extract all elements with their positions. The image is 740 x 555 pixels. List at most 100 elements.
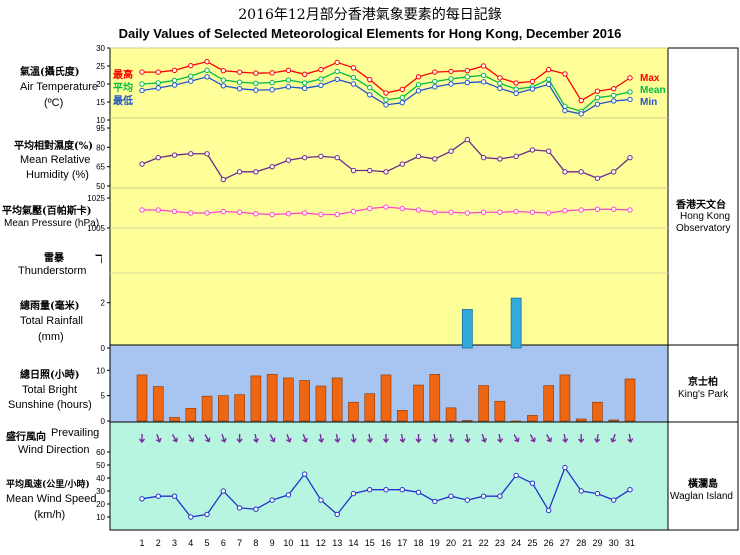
wind-direction-arrow-head <box>448 438 455 444</box>
wind-direction-arrow-head <box>138 438 146 444</box>
humidity-tick-label: 95 <box>96 124 105 133</box>
temp-max-point <box>139 69 145 75</box>
temp-max-point <box>464 67 471 74</box>
temp-mean-point <box>253 80 259 86</box>
wind-dir-label-en-2: Wind Direction <box>18 444 90 456</box>
wind-speed-tick-label: 10 <box>96 513 105 522</box>
wind-speed-point <box>529 480 536 486</box>
wind-direction-arrow-head <box>350 438 357 444</box>
panel-hong-kong-observatory <box>109 47 669 346</box>
station-kp-en: King's Park <box>678 389 729 400</box>
sunshine-bar <box>315 385 327 422</box>
humidity-point <box>155 154 161 161</box>
humidity-point <box>611 169 617 175</box>
pressure-point <box>318 211 324 218</box>
wind-direction-arrow-shaft <box>254 433 258 443</box>
temp-mean-point <box>285 77 292 83</box>
temp-max-point <box>285 67 292 74</box>
temp-max-point <box>383 90 389 96</box>
wind-direction-arrow <box>253 433 260 444</box>
pressure-point <box>236 209 243 215</box>
legend-min-cn: 最低 <box>113 96 133 107</box>
wind-direction-arrow-head <box>546 437 553 443</box>
x-tick-label: 30 <box>609 538 619 548</box>
wind-speed-point <box>383 487 389 493</box>
x-tick-label: 18 <box>414 538 424 548</box>
humidity-point <box>529 147 536 153</box>
station-hko-cn: 香港天文台 <box>676 200 726 211</box>
wind-direction-arrow-head <box>578 438 585 444</box>
temp-max-point <box>253 70 259 76</box>
wind-direction-arrow-head <box>481 437 487 443</box>
temp-mean-point <box>139 81 145 87</box>
pressure-point <box>383 204 389 210</box>
temp-max-point <box>513 80 519 86</box>
x-tick-label: 13 <box>332 538 342 548</box>
pressure-tick-label: 1005 <box>87 224 105 233</box>
temp-mean-point <box>383 97 389 103</box>
sunshine-bar <box>218 395 229 422</box>
humidity-point <box>301 154 308 161</box>
x-tick-label: 7 <box>237 538 242 548</box>
wind-direction-arrow <box>594 433 601 444</box>
rh-label-cn: 平均相對濕度(%) <box>14 141 93 152</box>
wind-direction-arrow <box>269 434 276 443</box>
wind-direction-arrow-shaft <box>611 434 616 442</box>
wind-speed-label-en-2: (km/h) <box>34 509 66 521</box>
x-tick-label: 21 <box>462 538 472 548</box>
wind-direction-arrow-head <box>286 437 292 443</box>
sunshine-bar <box>608 419 620 422</box>
wind-speed-tick-label: 50 <box>96 461 105 470</box>
wind-speed-point <box>171 493 178 499</box>
temp-min-point <box>578 111 584 117</box>
sunshine-tick-label: 0 <box>101 417 106 426</box>
temp-min-point <box>350 81 357 87</box>
sunshine-bar <box>136 374 148 422</box>
pressure-point <box>464 210 471 216</box>
wind-direction-arrow-head <box>366 438 373 444</box>
humidity-point <box>139 161 145 167</box>
sunshine-bar <box>266 374 278 422</box>
temp-min-point <box>318 82 324 89</box>
humidity-point <box>562 169 568 175</box>
wind-direction-arrow-shaft <box>481 434 486 442</box>
temp-min-point <box>448 81 454 87</box>
legend-max-cn: 最高 <box>113 70 133 81</box>
pressure-point <box>350 208 357 215</box>
wind-direction-arrow <box>350 433 357 444</box>
pressure-point <box>220 208 227 215</box>
x-tick-label: 4 <box>188 538 193 548</box>
temp-mean-point <box>464 74 471 80</box>
wind-speed-point <box>578 488 584 494</box>
chart-title-en: Daily Values of Selected Meteorological … <box>118 26 622 41</box>
humidity-point <box>578 169 584 175</box>
pressure-point <box>139 207 145 213</box>
wind-direction-arrow <box>513 434 520 443</box>
wind-direction-arrow <box>432 433 439 444</box>
wind-direction-arrow-head <box>188 437 195 443</box>
pressure-point <box>480 209 487 215</box>
station-waglan-cn: 橫瀾島 <box>688 479 718 490</box>
humidity-point <box>204 151 210 157</box>
x-tick-label: 3 <box>172 538 177 548</box>
temp-mean-point <box>497 80 503 86</box>
wind-direction-arrow-head <box>415 438 422 444</box>
temp-max-point <box>497 75 503 81</box>
temp-max-point <box>529 78 536 85</box>
wind-direction-arrow-head <box>302 437 309 443</box>
wind-direction-arrow-head <box>382 438 390 444</box>
pressure-label-en: Mean Pressure (hPa) <box>4 218 100 229</box>
humidity-point <box>171 152 178 158</box>
humidity-point <box>594 175 601 181</box>
legend-max-en: Max <box>640 73 660 84</box>
temp-min-point <box>562 107 568 114</box>
temp-max-point <box>367 76 373 83</box>
wind-direction-arrow <box>610 434 617 443</box>
pressure-point <box>545 210 552 216</box>
temp-max-point <box>562 71 568 77</box>
humidity-point <box>285 157 292 163</box>
temp-tick-label: 25 <box>96 62 105 71</box>
sunshine-bar <box>201 395 213 422</box>
pressure-point <box>334 211 340 218</box>
wind-direction-arrow <box>318 433 325 444</box>
